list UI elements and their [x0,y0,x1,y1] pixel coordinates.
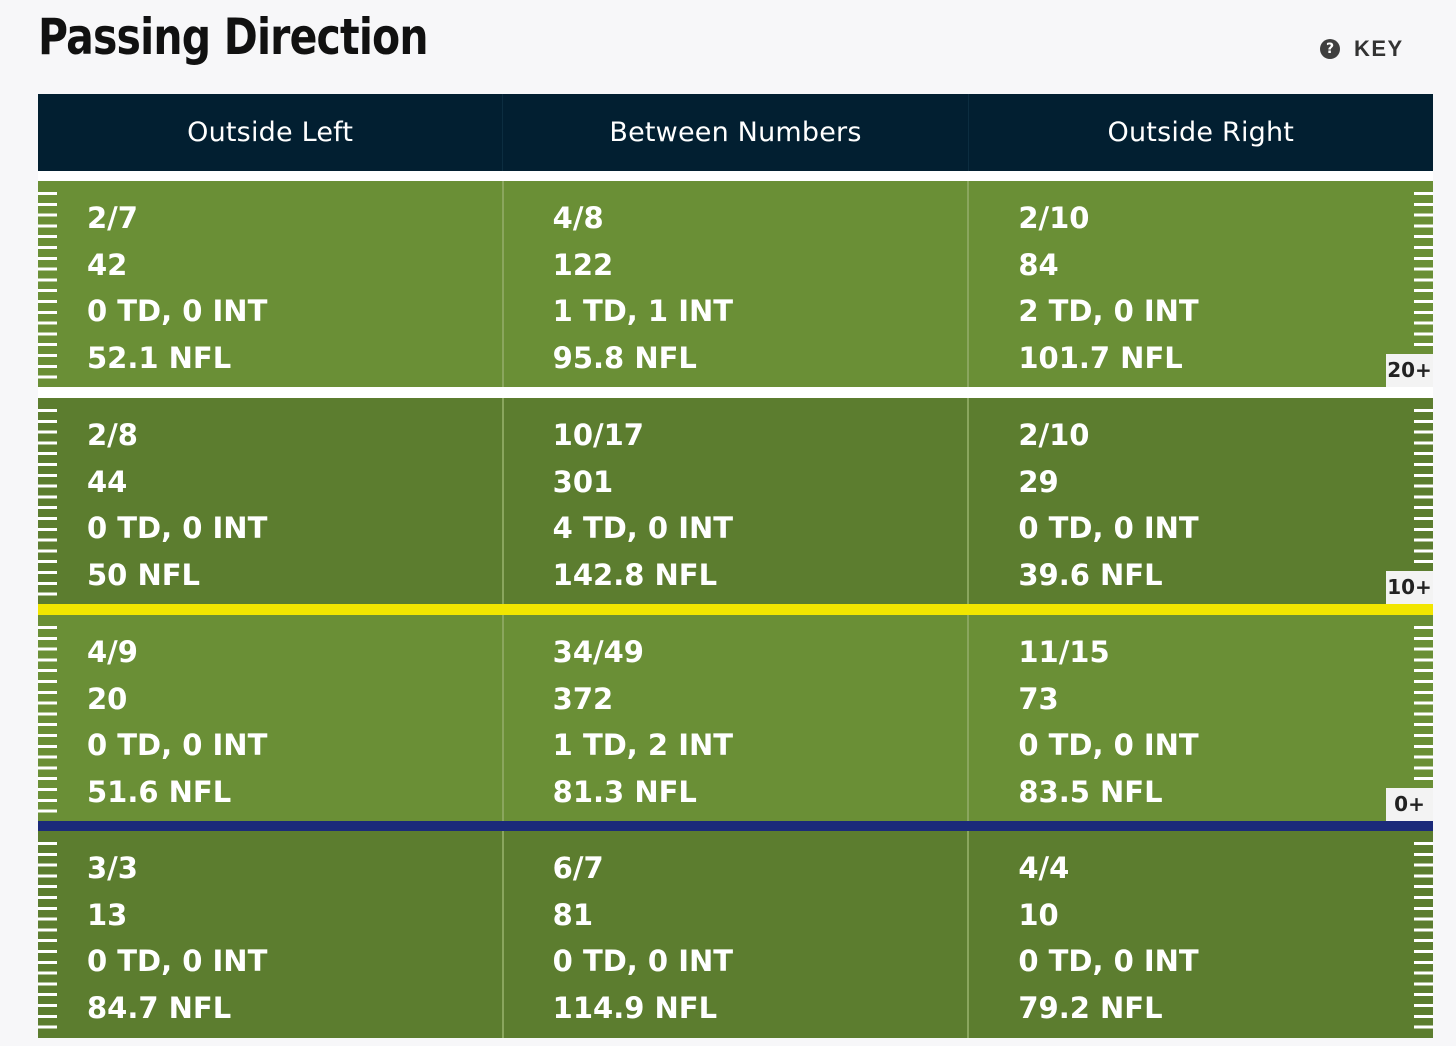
zone-20-plus-between-numbers: 4/8 122 1 TD, 1 INT 95.8 NFL [501,181,968,387]
touchdowns-interceptions: 0 TD, 0 INT [87,728,268,762]
touchdowns-interceptions: 0 TD, 0 INT [1018,944,1199,978]
completions-attempts: 2/8 [87,418,138,452]
zone-behind-line-between-numbers: 6/7 81 0 TD, 0 INT 114.9 NFL [501,831,968,1038]
completions-attempts: 4/9 [87,635,138,669]
passing-yards: 81 [552,897,594,932]
key-button[interactable]: ? KEY [1320,36,1404,62]
passer-rating: 83.5 NFL [1018,774,1163,809]
passer-rating: 79.2 NFL [1018,990,1163,1025]
zone-10-plus-between-numbers: 10/17 301 4 TD, 0 INT 142.8 NFL [501,398,968,604]
touchdowns-interceptions: 2 TD, 0 INT [1018,294,1199,328]
touchdowns-interceptions: 1 TD, 1 INT [552,294,734,328]
passing-yards: 73 [1018,681,1059,716]
first-down-line [38,604,1433,615]
passer-rating: 50 NFL [87,557,201,592]
hash-marks-left [38,626,57,816]
zone-0-plus-outside-right: 11/15 73 0 TD, 0 INT 83.5 NFL [967,615,1433,821]
yard-marker-0: 0+ [1386,788,1433,821]
hash-marks-left [38,192,57,382]
header-gap [38,171,1433,181]
passer-rating: 81.3 NFL [552,774,697,809]
passing-yards: 372 [552,681,614,716]
zone-0-plus-between-numbers: 34/49 372 1 TD, 2 INT 81.3 NFL [501,615,968,821]
passer-rating: 52.1 NFL [87,340,232,375]
zone-20-plus-outside-right: 2/10 84 2 TD, 0 INT 101.7 NFL [967,181,1433,387]
hash-marks-right [1414,409,1433,573]
passing-yards: 10 [1018,897,1059,932]
passing-yards: 20 [87,681,128,716]
passing-yards: 42 [87,247,128,282]
column-header-outside-right: Outside Right [967,94,1433,171]
completions-attempts: 11/15 [1018,635,1110,669]
completions-attempts: 34/49 [552,635,644,669]
passing-yards: 301 [552,464,614,499]
touchdowns-interceptions: 0 TD, 0 INT [1018,511,1199,545]
zone-20-plus: 2/7 42 0 TD, 0 INT 52.1 NFL 4/8 122 1 TD… [38,181,1433,387]
touchdowns-interceptions: 0 TD, 0 INT [552,944,734,978]
question-circle-icon: ? [1320,39,1340,59]
hash-marks-left [38,842,57,1032]
touchdowns-interceptions: 4 TD, 0 INT [552,511,734,545]
completions-attempts: 2/10 [1018,418,1090,452]
touchdowns-interceptions: 0 TD, 0 INT [87,294,268,328]
zone-behind-line: 3/3 13 0 TD, 0 INT 84.7 NFL 6/7 81 0 TD,… [38,831,1433,1038]
completions-attempts: 4/8 [552,201,604,235]
zone-0-plus-outside-left: 4/9 20 0 TD, 0 INT 51.6 NFL [38,615,502,821]
line-of-scrimmage [38,821,1433,831]
yard-marker-20: 20+ [1386,354,1433,387]
touchdowns-interceptions: 0 TD, 0 INT [87,944,268,978]
zone-divider-20 [38,387,1433,398]
hash-marks-right [1414,192,1433,356]
passer-rating: 84.7 NFL [87,990,232,1025]
passer-rating: 142.8 NFL [552,557,718,592]
zone-0-plus: 4/9 20 0 TD, 0 INT 51.6 NFL 34/49 372 1 … [38,615,1433,821]
passer-rating: 114.9 NFL [552,990,718,1025]
hash-marks-left [38,409,57,599]
passing-yards: 122 [552,247,614,282]
hash-marks-right [1414,626,1433,790]
hash-marks-right [1414,842,1433,1032]
passing-yards: 84 [1018,247,1059,282]
key-label: KEY [1354,36,1404,61]
zone-behind-line-outside-left: 3/3 13 0 TD, 0 INT 84.7 NFL [38,831,502,1038]
passing-yards: 44 [87,464,128,499]
passer-rating: 95.8 NFL [552,340,697,375]
completions-attempts: 6/7 [552,851,604,885]
zone-20-plus-outside-left: 2/7 42 0 TD, 0 INT 52.1 NFL [38,181,502,387]
column-header-row: Outside Left Between Numbers Outside Rig… [38,94,1433,171]
passing-yards: 29 [1018,464,1059,499]
touchdowns-interceptions: 1 TD, 2 INT [552,728,734,762]
zone-10-plus-outside-right: 2/10 29 0 TD, 0 INT 39.6 NFL [967,398,1433,604]
completions-attempts: 3/3 [87,851,138,885]
passer-rating: 101.7 NFL [1018,340,1183,375]
passer-rating: 51.6 NFL [87,774,232,809]
zone-behind-line-outside-right: 4/4 10 0 TD, 0 INT 79.2 NFL [967,831,1433,1038]
completions-attempts: 10/17 [552,418,644,452]
page-title: Passing Direction [38,8,429,66]
column-header-between-numbers: Between Numbers [502,94,967,171]
zone-10-plus-outside-left: 2/8 44 0 TD, 0 INT 50 NFL [38,398,502,604]
touchdowns-interceptions: 0 TD, 0 INT [87,511,268,545]
completions-attempts: 4/4 [1018,851,1070,885]
touchdowns-interceptions: 0 TD, 0 INT [1018,728,1199,762]
yard-marker-10: 10+ [1386,571,1433,604]
zone-10-plus: 2/8 44 0 TD, 0 INT 50 NFL 10/17 301 4 TD… [38,398,1433,604]
passer-rating: 39.6 NFL [1018,557,1163,592]
column-header-outside-left: Outside Left [187,117,354,148]
completions-attempts: 2/7 [87,201,138,235]
completions-attempts: 2/10 [1018,201,1090,235]
passing-yards: 13 [87,897,128,932]
